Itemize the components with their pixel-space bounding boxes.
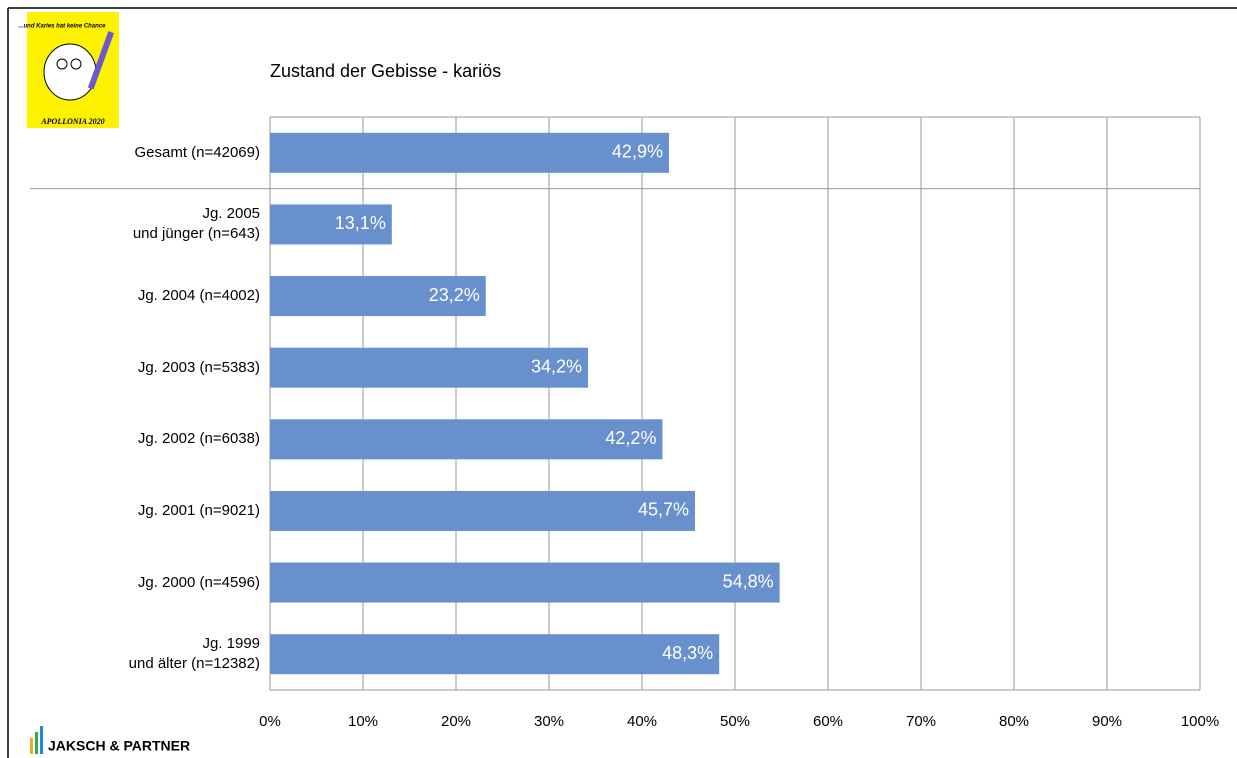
bar: [270, 276, 486, 317]
logo-eye: [70, 58, 82, 70]
bar: [270, 490, 696, 531]
bar: [270, 132, 669, 173]
footer-logo: [40, 726, 43, 754]
y-tick-label: Jg. 2005 und jünger (n=643): [132, 205, 260, 243]
bar: [270, 419, 663, 460]
x-tick-label: 50%: [720, 713, 750, 730]
value-label: 42,2%: [605, 428, 656, 448]
value-label: 48,3%: [662, 643, 713, 663]
x-tick-label: 100%: [1181, 713, 1219, 730]
x-tick-label: 70%: [906, 713, 936, 730]
y-tick-label: Jg. 2004 (n=4002): [137, 287, 260, 305]
x-tick-label: 10%: [348, 713, 378, 730]
logo-figure: [43, 43, 97, 101]
x-tick-label: 60%: [813, 713, 843, 730]
y-tick-label: Jg. 2002 (n=6038): [137, 430, 260, 448]
bar: [270, 634, 720, 675]
logo-brush: [87, 31, 115, 90]
footer-logo: [30, 738, 33, 754]
chart-title: Zustand der Gebisse - kariös: [270, 61, 501, 81]
value-label: 54,8%: [723, 571, 774, 591]
bar: [270, 347, 589, 388]
value-label: 42,9%: [612, 142, 663, 162]
x-tick-label: 90%: [1092, 713, 1122, 730]
value-label: 45,7%: [638, 500, 689, 520]
y-tick-label: Jg. 2001 (n=9021): [137, 501, 260, 519]
x-tick-label: 20%: [441, 713, 471, 730]
footer-brand: JAKSCH & PARTNER: [48, 738, 190, 754]
value-label: 13,1%: [335, 213, 386, 233]
footer-logo: [35, 732, 38, 754]
y-tick-label: Gesamt (n=42069): [134, 143, 261, 161]
x-tick-label: 30%: [534, 713, 564, 730]
logo-eye: [56, 58, 68, 70]
x-tick-label: 40%: [627, 713, 657, 730]
bar: [270, 204, 392, 245]
y-tick-label: Jg. 2000 (n=4596): [137, 573, 260, 591]
x-tick-label: 0%: [259, 713, 281, 730]
value-label: 23,2%: [429, 285, 480, 305]
bar: [270, 562, 780, 603]
logo-tagline: ...und Karies hat keine Chance: [18, 24, 106, 30]
value-label: 34,2%: [531, 356, 582, 376]
y-tick-label: Jg. 2003 (n=5383): [137, 358, 260, 376]
x-tick-label: 80%: [999, 713, 1029, 730]
logo-name: APOLLONIA 2020: [40, 117, 104, 126]
y-tick-label: Jg. 1999 und älter (n=12382): [128, 635, 260, 673]
